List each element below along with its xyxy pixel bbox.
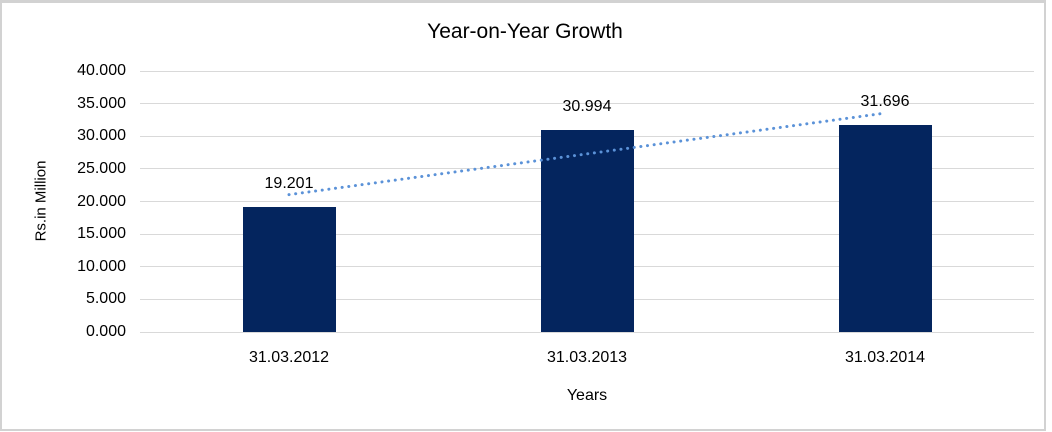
- x-axis-title: Years: [566, 387, 608, 404]
- gridline: [140, 70, 1034, 72]
- y-tick-label: 30.000: [77, 127, 126, 145]
- chart-title: Year-on-Year Growth: [427, 20, 623, 43]
- bar-value-label: 19.201: [264, 174, 314, 192]
- trendline: [287, 111, 887, 197]
- y-tick-label: 0.000: [85, 323, 126, 340]
- x-tick-label: 31.03.2012: [248, 349, 330, 366]
- bar-value-label: 31.696: [860, 93, 910, 111]
- y-tick-label: 15.000: [77, 225, 126, 243]
- gridline: [140, 331, 1034, 333]
- bar: [540, 129, 634, 332]
- y-tick-label: 35.000: [77, 94, 126, 112]
- y-tick-label: 20.000: [77, 192, 126, 210]
- x-tick-label: 31.03.2013: [546, 349, 628, 366]
- bar: [838, 125, 932, 332]
- y-tick-label: 25.000: [77, 159, 126, 177]
- y-tick-label: 5.000: [85, 290, 126, 308]
- bar: [242, 206, 336, 332]
- trendline-path: [287, 111, 887, 197]
- plot-area: 19.201 30.994 31.696: [140, 70, 1034, 333]
- gridline: [140, 103, 1034, 105]
- x-tick-label: 31.03.2014: [844, 349, 926, 366]
- bar-value-label: 30.994: [562, 97, 612, 115]
- y-tick-label: 40.000: [77, 62, 126, 79]
- y-tick-label: 10.000: [77, 257, 126, 275]
